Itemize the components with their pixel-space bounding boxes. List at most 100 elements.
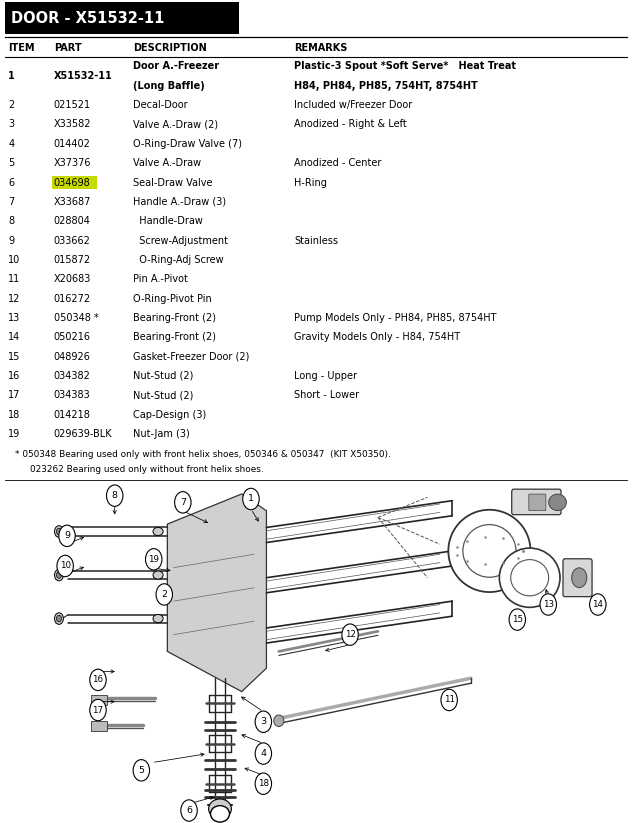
Text: REMARKS: REMARKS	[294, 43, 347, 53]
Text: 3: 3	[260, 718, 267, 726]
Text: Bearing-Front (2): Bearing-Front (2)	[133, 313, 216, 323]
Ellipse shape	[274, 715, 284, 727]
Text: 4: 4	[260, 749, 266, 758]
FancyBboxPatch shape	[5, 2, 239, 34]
Ellipse shape	[56, 572, 61, 579]
Text: Pin A.-Pivot: Pin A.-Pivot	[133, 274, 188, 284]
Text: 13: 13	[543, 600, 554, 609]
Text: X37376: X37376	[54, 158, 91, 168]
Circle shape	[57, 556, 73, 577]
Ellipse shape	[153, 571, 163, 579]
Text: X33687: X33687	[54, 197, 91, 207]
Text: Anodized - Center: Anodized - Center	[294, 158, 381, 168]
Text: 050348 *: 050348 *	[54, 313, 99, 323]
Circle shape	[106, 485, 123, 506]
Text: 9: 9	[8, 235, 15, 245]
Ellipse shape	[571, 568, 586, 588]
Text: 10: 10	[8, 255, 20, 265]
Ellipse shape	[499, 548, 560, 607]
Text: (Long Baffle): (Long Baffle)	[133, 81, 205, 91]
Text: 11: 11	[444, 695, 454, 704]
FancyBboxPatch shape	[529, 494, 546, 510]
Text: 034383: 034383	[54, 390, 90, 400]
Text: 15: 15	[8, 351, 21, 361]
Text: 16: 16	[92, 676, 104, 685]
Text: Seal-Draw Valve: Seal-Draw Valve	[133, 178, 212, 188]
Ellipse shape	[463, 524, 516, 577]
Text: 015872: 015872	[54, 255, 91, 265]
Circle shape	[90, 700, 106, 721]
Ellipse shape	[448, 509, 530, 592]
Text: * 050348 Bearing used only with front helix shoes, 050346 & 050347  (KIT X50350): * 050348 Bearing used only with front he…	[15, 450, 391, 459]
FancyBboxPatch shape	[563, 559, 592, 597]
Text: 1: 1	[248, 495, 254, 504]
Text: 028804: 028804	[54, 216, 90, 226]
Text: Nut-Stud (2): Nut-Stud (2)	[133, 371, 193, 381]
Text: 014402: 014402	[54, 139, 90, 149]
Text: Gravity Models Only - H84, 754HT: Gravity Models Only - H84, 754HT	[294, 332, 460, 342]
Text: Decal-Door: Decal-Door	[133, 100, 187, 110]
Circle shape	[441, 690, 458, 711]
Text: Gasket-Freezer Door (2): Gasket-Freezer Door (2)	[133, 351, 249, 361]
Text: 023262 Bearing used only without front helix shoes.: 023262 Bearing used only without front h…	[30, 465, 264, 474]
Ellipse shape	[54, 613, 63, 625]
Text: 17: 17	[92, 705, 104, 714]
Circle shape	[255, 711, 272, 732]
Text: 7: 7	[180, 498, 186, 507]
Ellipse shape	[209, 799, 231, 819]
Text: 016272: 016272	[54, 294, 91, 304]
Text: 10: 10	[59, 561, 71, 570]
Text: 3: 3	[8, 119, 15, 129]
Text: 5: 5	[8, 158, 15, 168]
Text: Anodized - Right & Left: Anodized - Right & Left	[294, 119, 406, 129]
Text: 029639-BLK: 029639-BLK	[54, 429, 112, 439]
Ellipse shape	[54, 526, 63, 537]
Text: Nut-Stud (2): Nut-Stud (2)	[133, 390, 193, 400]
Circle shape	[590, 594, 606, 616]
FancyBboxPatch shape	[91, 722, 107, 732]
Circle shape	[156, 584, 173, 605]
Text: Bearing-Front (2): Bearing-Front (2)	[133, 332, 216, 342]
Text: 2: 2	[161, 590, 167, 599]
Ellipse shape	[153, 528, 163, 536]
Text: 2: 2	[8, 100, 15, 110]
Text: Door A.-Freezer: Door A.-Freezer	[133, 62, 219, 72]
Text: 12: 12	[344, 630, 356, 639]
Circle shape	[59, 525, 75, 546]
Circle shape	[90, 669, 106, 690]
Ellipse shape	[210, 806, 229, 822]
Text: Valve A.-Draw: Valve A.-Draw	[133, 158, 201, 168]
Text: 048926: 048926	[54, 351, 90, 361]
Text: X51532-11: X51532-11	[54, 71, 112, 81]
Text: 033662: 033662	[54, 235, 90, 245]
Text: O-Ring-Draw Valve (7): O-Ring-Draw Valve (7)	[133, 139, 241, 149]
Circle shape	[133, 760, 150, 781]
Text: 9: 9	[64, 532, 70, 541]
Circle shape	[243, 488, 259, 509]
Circle shape	[174, 491, 191, 513]
Text: Valve A.-Draw (2): Valve A.-Draw (2)	[133, 119, 218, 129]
Text: 19: 19	[149, 555, 159, 564]
Text: 6: 6	[186, 806, 192, 815]
Text: 16: 16	[8, 371, 20, 381]
Text: Screw-Adjustment: Screw-Adjustment	[133, 235, 228, 245]
Text: 15: 15	[512, 615, 523, 624]
Text: O-Ring-Pivot Pin: O-Ring-Pivot Pin	[133, 294, 212, 304]
Text: 19: 19	[8, 429, 20, 439]
Text: Nut-Jam (3): Nut-Jam (3)	[133, 429, 190, 439]
Text: 8: 8	[8, 216, 15, 226]
Text: 18: 18	[258, 779, 269, 788]
Text: H84, PH84, PH85, 754HT, 8754HT: H84, PH84, PH85, 754HT, 8754HT	[294, 81, 478, 91]
Circle shape	[255, 743, 272, 765]
Text: Handle A.-Draw (3): Handle A.-Draw (3)	[133, 197, 226, 207]
Text: ITEM: ITEM	[8, 43, 35, 53]
Text: Long - Upper: Long - Upper	[294, 371, 357, 381]
Text: 050216: 050216	[54, 332, 91, 342]
Ellipse shape	[549, 494, 566, 510]
Text: 1: 1	[8, 71, 15, 81]
Text: Stainless: Stainless	[294, 235, 338, 245]
Text: DESCRIPTION: DESCRIPTION	[133, 43, 207, 53]
Text: 6: 6	[8, 178, 15, 188]
Text: Cap-Design (3): Cap-Design (3)	[133, 410, 206, 420]
Text: 12: 12	[8, 294, 21, 304]
